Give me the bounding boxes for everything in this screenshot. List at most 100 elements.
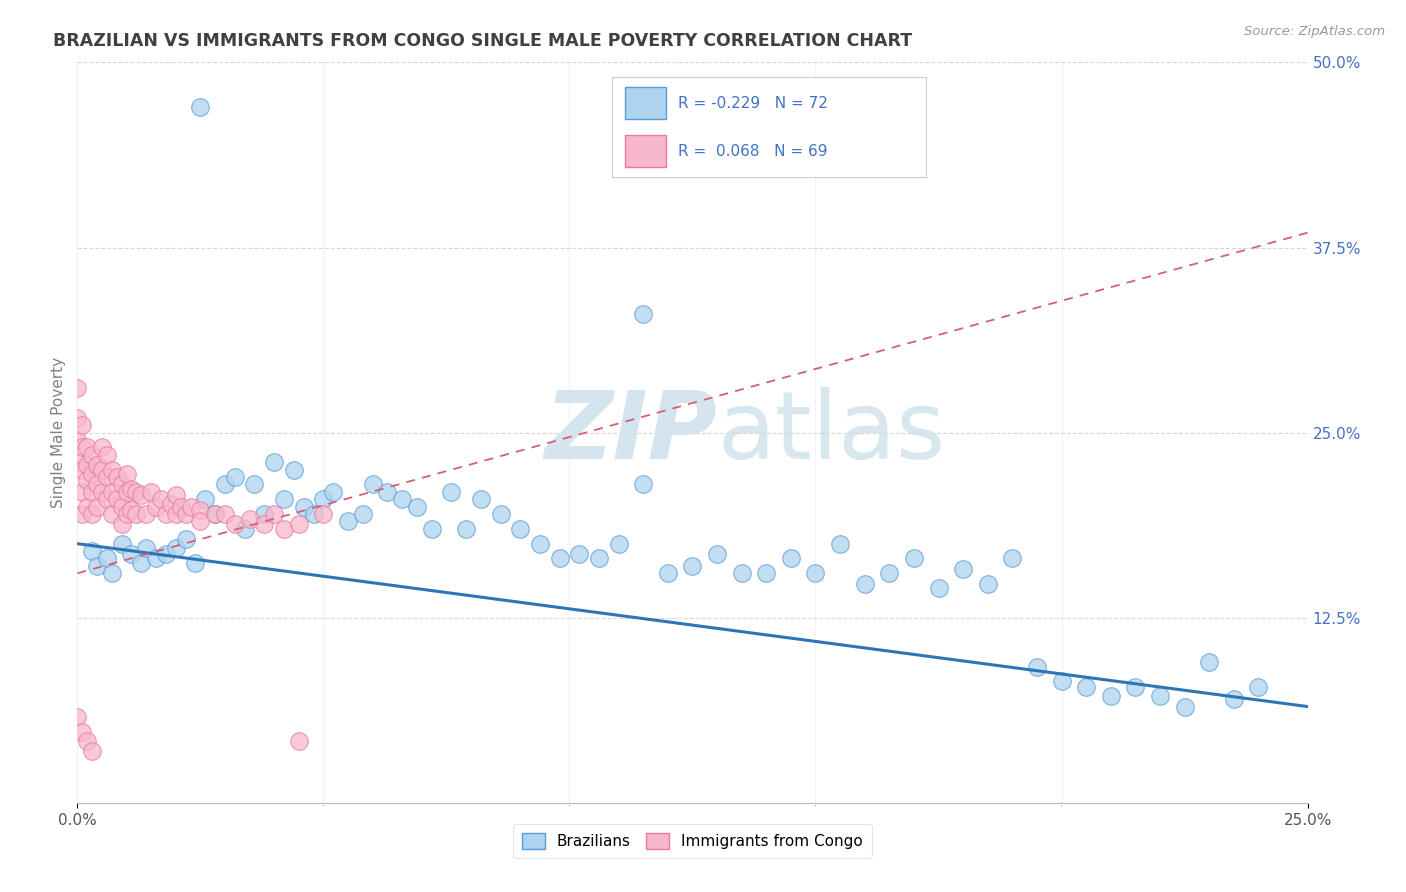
Point bbox=[188, 100, 212, 114]
Point bbox=[174, 533, 197, 547]
Point bbox=[233, 522, 256, 536]
Point bbox=[273, 492, 295, 507]
Point bbox=[377, 484, 399, 499]
Point bbox=[66, 455, 89, 469]
Point bbox=[456, 522, 478, 536]
Point bbox=[607, 536, 630, 550]
Point bbox=[115, 484, 138, 499]
Point bbox=[135, 541, 157, 555]
Point bbox=[755, 566, 778, 581]
Point bbox=[145, 551, 167, 566]
Point bbox=[82, 744, 104, 758]
Point bbox=[76, 500, 98, 514]
Point bbox=[70, 418, 93, 433]
Point bbox=[125, 507, 148, 521]
Point bbox=[121, 482, 143, 496]
Point bbox=[170, 500, 193, 514]
Point bbox=[489, 507, 512, 521]
Point bbox=[66, 710, 89, 724]
Point bbox=[76, 473, 98, 487]
Point bbox=[101, 566, 124, 581]
Point bbox=[82, 544, 104, 558]
Point bbox=[337, 515, 360, 529]
Point bbox=[70, 507, 93, 521]
Point bbox=[165, 488, 187, 502]
Point bbox=[253, 507, 276, 521]
Point bbox=[214, 477, 236, 491]
Point bbox=[135, 507, 157, 521]
Point bbox=[129, 488, 153, 502]
Point bbox=[977, 576, 1000, 591]
Point bbox=[263, 455, 285, 469]
Point bbox=[243, 477, 266, 491]
Point bbox=[952, 562, 974, 576]
Point bbox=[115, 467, 138, 481]
Point bbox=[879, 566, 901, 581]
Point bbox=[509, 522, 531, 536]
Text: Source: ZipAtlas.com: Source: ZipAtlas.com bbox=[1244, 25, 1385, 38]
Point bbox=[165, 507, 187, 521]
Point bbox=[312, 492, 335, 507]
Point bbox=[1099, 689, 1122, 703]
Point bbox=[105, 492, 128, 507]
Point bbox=[150, 492, 173, 507]
Point bbox=[86, 500, 108, 514]
Point bbox=[224, 470, 246, 484]
Point bbox=[1026, 659, 1049, 673]
Point bbox=[1149, 689, 1171, 703]
Point bbox=[853, 576, 876, 591]
Point bbox=[155, 507, 177, 521]
Point bbox=[90, 462, 114, 476]
Point bbox=[101, 484, 124, 499]
Point bbox=[90, 484, 114, 499]
Point bbox=[283, 462, 305, 476]
Point bbox=[1247, 681, 1270, 695]
Point bbox=[352, 507, 374, 521]
Point bbox=[322, 484, 344, 499]
Point bbox=[239, 511, 262, 525]
Point bbox=[111, 500, 132, 514]
Point bbox=[903, 551, 925, 566]
Point bbox=[66, 433, 89, 447]
Point bbox=[105, 470, 128, 484]
Point bbox=[253, 517, 276, 532]
Point bbox=[188, 515, 212, 529]
Point bbox=[529, 536, 551, 550]
Point bbox=[420, 522, 443, 536]
Legend: Brazilians, Immigrants from Congo: Brazilians, Immigrants from Congo bbox=[513, 824, 872, 858]
Point bbox=[96, 448, 118, 462]
Point bbox=[180, 500, 202, 514]
Point bbox=[165, 541, 187, 555]
Point bbox=[82, 448, 104, 462]
Point bbox=[204, 507, 226, 521]
Point bbox=[66, 381, 89, 395]
Point bbox=[1001, 551, 1024, 566]
Point bbox=[82, 507, 104, 521]
Point bbox=[204, 507, 226, 521]
Point bbox=[86, 477, 108, 491]
Point bbox=[125, 484, 148, 499]
Point bbox=[96, 470, 118, 484]
Point bbox=[115, 507, 138, 521]
Text: BRAZILIAN VS IMMIGRANTS FROM CONGO SINGLE MALE POVERTY CORRELATION CHART: BRAZILIAN VS IMMIGRANTS FROM CONGO SINGL… bbox=[53, 32, 912, 50]
Point bbox=[682, 558, 704, 573]
Point bbox=[101, 462, 124, 476]
Text: ZIP: ZIP bbox=[544, 386, 717, 479]
Point bbox=[111, 517, 132, 532]
Point bbox=[633, 307, 655, 321]
Point bbox=[731, 566, 754, 581]
Point bbox=[391, 492, 413, 507]
Point bbox=[174, 507, 197, 521]
Point bbox=[76, 733, 98, 747]
Point bbox=[121, 547, 143, 561]
Point bbox=[288, 733, 311, 747]
Point bbox=[440, 484, 463, 499]
Point bbox=[82, 484, 104, 499]
Point bbox=[76, 441, 98, 455]
Point bbox=[96, 551, 118, 566]
Point bbox=[928, 581, 950, 595]
Point bbox=[302, 507, 325, 521]
Point bbox=[548, 551, 571, 566]
Point bbox=[188, 502, 212, 516]
Point bbox=[1174, 699, 1197, 714]
